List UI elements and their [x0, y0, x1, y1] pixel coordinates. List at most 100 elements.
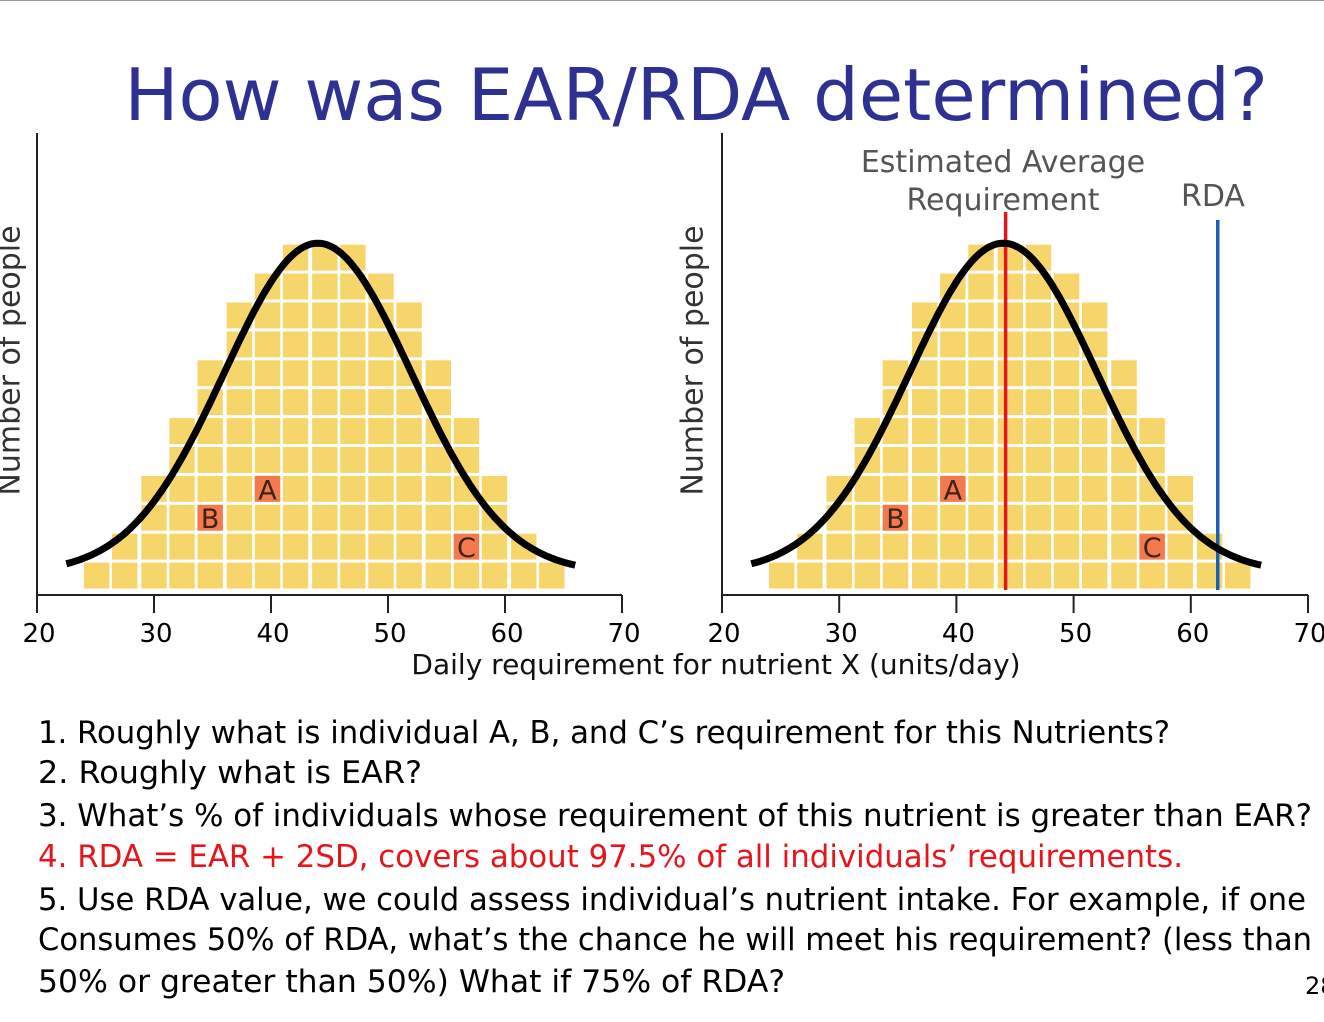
histogram-cell: [312, 475, 338, 502]
individual-marker-A: [940, 475, 966, 502]
histogram-cell: [425, 360, 452, 387]
histogram-cell: [1167, 533, 1193, 560]
question-1: 1. Roughly what is individual A, B, and …: [38, 715, 1170, 751]
y-axis-label-left: Number of people: [0, 224, 28, 496]
histogram-cell: [912, 504, 938, 531]
histogram-cell: [226, 562, 253, 589]
x-tick-label: 50: [1059, 619, 1092, 649]
x-tick-label: 60: [1176, 619, 1209, 649]
histogram-cell: [882, 475, 909, 502]
histogram-cell: [368, 418, 394, 444]
histogram-cell: [968, 331, 994, 358]
x-tick-label: 40: [256, 619, 289, 649]
histogram-cell: [340, 533, 366, 560]
histogram-cell: [169, 504, 195, 531]
histogram-cell: [368, 475, 394, 502]
histogram-cell: [368, 562, 394, 589]
histogram-cell: [997, 504, 1024, 531]
histogram-cell: [1111, 562, 1137, 589]
histogram-cell: [396, 302, 422, 329]
histogram-cell: [282, 504, 309, 531]
histogram-cell: [141, 562, 167, 589]
histogram-cell: [1111, 360, 1137, 387]
x-tick-label: 30: [139, 619, 172, 649]
x-tick-label: 70: [1293, 619, 1324, 649]
histogram-cell: [282, 273, 309, 300]
histogram-cell: [968, 302, 994, 329]
histogram-cell: [340, 475, 366, 502]
histogram-cell: [197, 475, 223, 502]
x-tick-label: 30: [825, 619, 858, 649]
histogram-cell: [912, 389, 938, 416]
histogram-cell: [1025, 533, 1052, 560]
histogram-cell: [312, 533, 338, 560]
histogram-cell: [396, 504, 422, 531]
histogram-cell: [453, 504, 480, 531]
histogram-cell: [1081, 447, 1108, 473]
histogram-cell: [396, 533, 422, 560]
question-3: 3. What’s % of individuals whose require…: [38, 798, 1312, 834]
histogram-cell: [254, 418, 281, 444]
histogram-cell: [769, 562, 795, 589]
charts-canvas: A B C 20 30 40 50 60 70 A B C 20 30 40 50 60 70: [22, 133, 1324, 649]
histogram-cell: [169, 533, 195, 560]
histogram-cell: [340, 389, 366, 416]
histogram-cell: [1025, 331, 1052, 358]
histogram-cell: [1053, 447, 1080, 473]
ear-annotation-line2: Requirement: [906, 183, 1100, 218]
histogram-cell: [1081, 302, 1108, 329]
histogram-cell: [282, 475, 309, 502]
histogram-cell: [968, 533, 994, 560]
x-tick-label: 40: [942, 619, 975, 649]
histogram-cell: [968, 447, 994, 473]
histogram-cell: [1025, 389, 1052, 416]
question-5-line3: 50% or greater than 50%) What if 75% of …: [38, 964, 785, 1000]
histogram-cell: [854, 533, 881, 560]
distribution-curve: [750, 239, 1262, 569]
histogram-cell: [169, 475, 195, 502]
histogram-cell: [481, 533, 508, 560]
histogram-cell: [226, 389, 253, 416]
histogram-cell: [912, 475, 938, 502]
histogram-cell: [912, 447, 938, 473]
histogram-cell: [940, 533, 966, 560]
histogram-cell: [1053, 533, 1080, 560]
histogram-cell: [340, 360, 366, 387]
histogram-cell: [312, 331, 338, 358]
histogram-cell: [1139, 418, 1165, 444]
page-number: 28: [1305, 972, 1324, 1000]
histogram-cell: [282, 562, 309, 589]
histogram-cell: [997, 418, 1024, 444]
histogram-cell: [1053, 504, 1080, 531]
chart-left: A B C 20 30 40 50 60 70: [22, 133, 641, 649]
histogram-cell: [340, 504, 366, 531]
histogram-cell: [968, 360, 994, 387]
histogram-cell: [368, 447, 394, 473]
histogram-cell: [940, 562, 966, 589]
histogram-cell: [1053, 331, 1080, 358]
histogram-cell: [340, 331, 366, 358]
histogram-cell: [912, 418, 938, 444]
histogram-cell: [396, 447, 422, 473]
histogram-cell: [254, 504, 281, 531]
histogram-cell: [1025, 562, 1052, 589]
x-axis-label: Daily requirement for nutrient X (units/…: [411, 648, 1021, 681]
histogram-cell: [997, 302, 1024, 329]
individual-label-B: B: [201, 504, 220, 535]
histogram-cell: [141, 533, 167, 560]
histogram-cell: [425, 533, 452, 560]
top-border: [0, 0, 1324, 1]
histogram-cell: [997, 389, 1024, 416]
histogram-cell: [997, 533, 1024, 560]
histogram-cell: [511, 562, 537, 589]
individual-marker-A: [254, 475, 281, 502]
histogram-cell: [968, 273, 994, 300]
histogram-cell: [1025, 475, 1052, 502]
histogram-cell: [1139, 562, 1165, 589]
histogram-cell: [968, 504, 994, 531]
histogram-cell: [282, 302, 309, 329]
histogram-cell: [312, 360, 338, 387]
histogram-cell: [968, 389, 994, 416]
question-4-rda-definition: 4. RDA = EAR + 2SD, covers about 97.5% o…: [38, 839, 1183, 875]
histogram-cell: [854, 504, 881, 531]
